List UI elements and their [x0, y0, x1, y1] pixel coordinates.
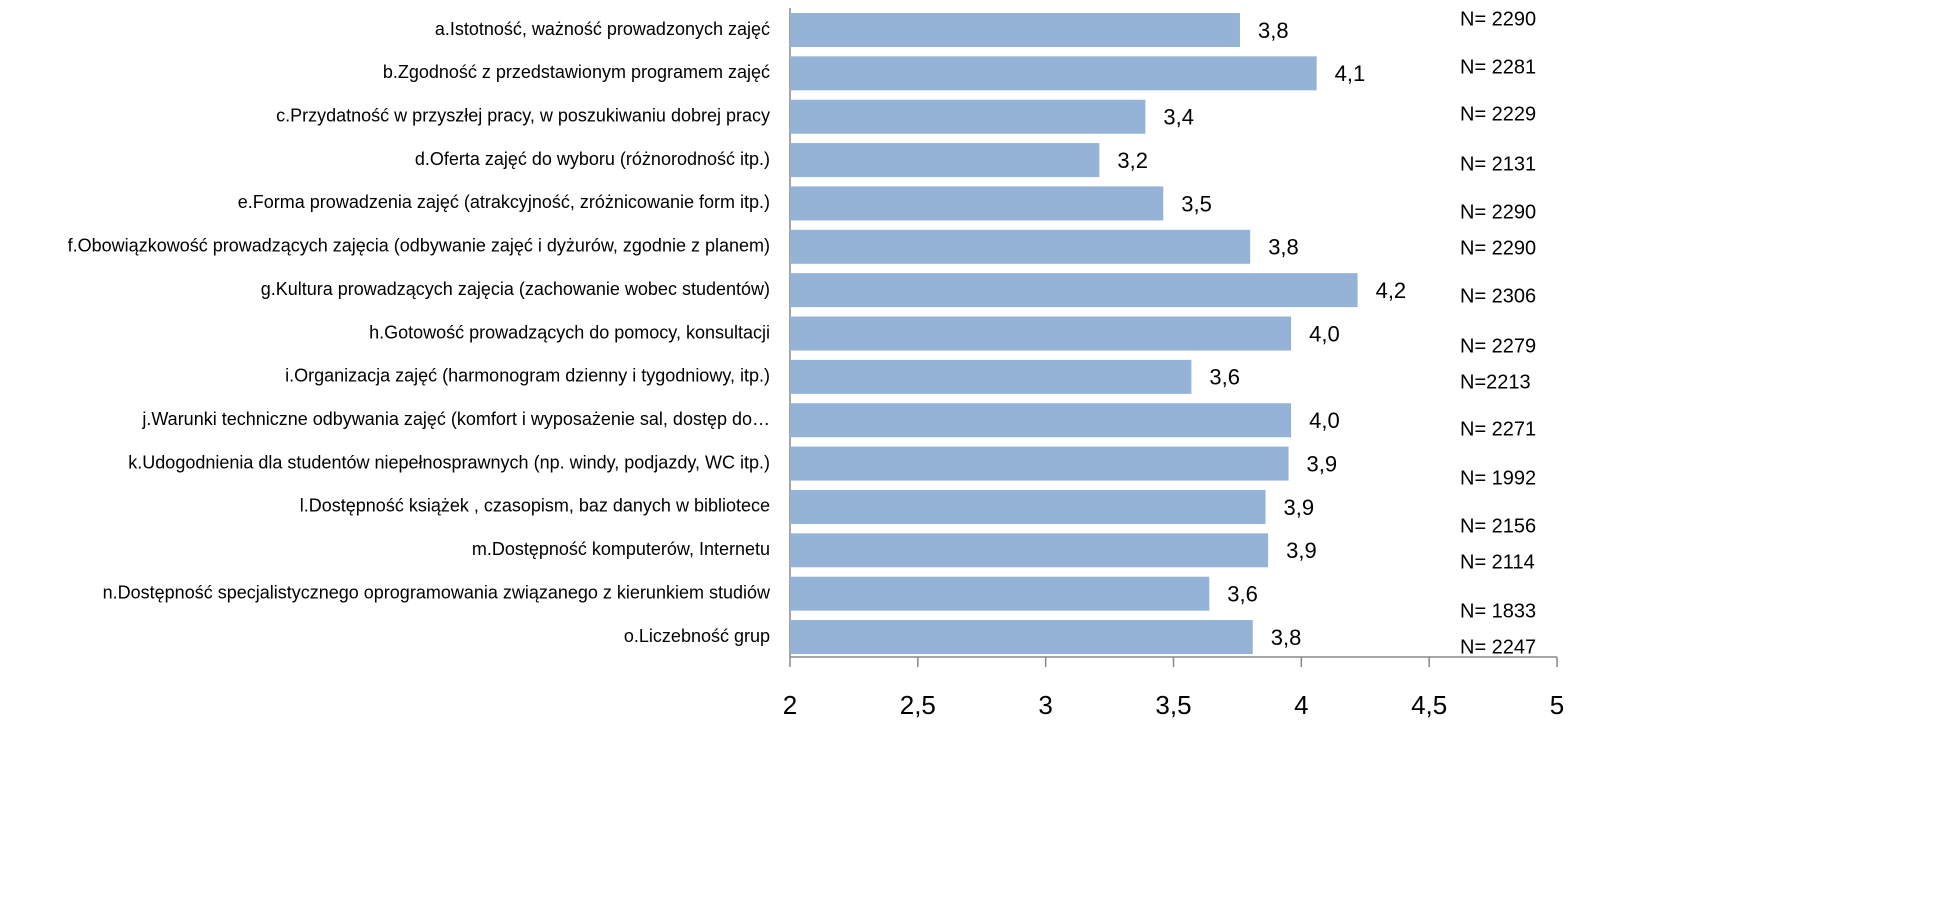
- x-tick-label: 2,5: [900, 690, 936, 720]
- bar: [790, 13, 1240, 47]
- n-label: N= 2131: [1460, 153, 1536, 175]
- category-label: f.Obowiązkowość prowadzących zajęcia (od…: [68, 236, 770, 256]
- category-label: d.Oferta zajęć do wyboru (różnorodność i…: [415, 149, 770, 169]
- n-label: N= 2114: [1460, 551, 1535, 573]
- x-tick-label: 4,5: [1411, 690, 1447, 720]
- bar: [790, 359, 1192, 394]
- bar: [790, 273, 1358, 308]
- value-label: 3,8: [1271, 625, 1302, 650]
- category-label: c.Przydatność w przyszłej pracy, w poszu…: [276, 105, 770, 125]
- x-tick-label: 4: [1294, 690, 1308, 720]
- x-tick-label: 2: [783, 690, 797, 720]
- n-label: N= 1833: [1460, 600, 1536, 622]
- bar: [790, 533, 1269, 568]
- n-label: N= 2229: [1460, 103, 1536, 125]
- value-label: 3,9: [1307, 451, 1338, 476]
- bar: [790, 489, 1266, 524]
- category-label: k.Udogodnienia dla studentów niepełnospr…: [128, 452, 770, 472]
- category-label: e.Forma prowadzenia zajęć (atrakcyjność,…: [238, 192, 770, 212]
- bar: [790, 403, 1292, 438]
- value-label: 3,2: [1117, 148, 1148, 173]
- n-label: N= 2306: [1460, 285, 1536, 307]
- bar: [790, 316, 1292, 351]
- n-label: N= 2290: [1460, 8, 1536, 30]
- value-label: 3,8: [1268, 235, 1299, 260]
- n-label: N= 2271: [1460, 418, 1536, 440]
- n-label: N= 2290: [1460, 201, 1536, 223]
- value-label: 3,4: [1163, 105, 1194, 130]
- n-label: N= 2279: [1460, 335, 1536, 357]
- value-label: 4,1: [1335, 61, 1366, 86]
- category-label: b.Zgodność z przedstawionym programem za…: [383, 62, 770, 82]
- value-label: 3,9: [1286, 538, 1317, 563]
- category-label: i.Organizacja zajęć (harmonogram dzienny…: [285, 366, 770, 386]
- n-label: N= 1992: [1460, 467, 1536, 489]
- x-tick-label: 3: [1038, 690, 1052, 720]
- value-label: 4,0: [1309, 408, 1340, 433]
- bar: [790, 229, 1251, 264]
- n-label: N= 2247: [1460, 636, 1536, 658]
- bar: [790, 620, 1253, 655]
- category-label: g.Kultura prowadzących zajęcia (zachowan…: [261, 279, 770, 299]
- x-tick-label: 5: [1550, 690, 1564, 720]
- n-label: N= 2290: [1460, 237, 1536, 259]
- value-label: 4,0: [1309, 321, 1340, 346]
- bar: [790, 576, 1210, 611]
- x-tick-label: 3,5: [1155, 690, 1191, 720]
- n-label: N= 2156: [1460, 515, 1536, 537]
- category-label: l.Dostępność książek , czasopism, baz da…: [300, 496, 770, 516]
- value-label: 3,6: [1227, 581, 1258, 606]
- category-label: m.Dostępność komputerów, Internetu: [472, 539, 770, 559]
- value-label: 3,9: [1284, 495, 1315, 520]
- n-label: N=2213: [1460, 371, 1531, 393]
- category-label: n.Dostępność specjalistycznego oprogramo…: [103, 582, 771, 602]
- bar: [790, 99, 1146, 134]
- value-label: 3,5: [1181, 191, 1212, 216]
- value-label: 4,2: [1376, 278, 1407, 303]
- category-label: o.Liczebność grup: [624, 626, 770, 646]
- category-label: h.Gotowość prowadzących do pomocy, konsu…: [369, 322, 770, 342]
- value-label: 3,8: [1258, 18, 1289, 43]
- category-label: a.Istotność, ważność prowadzonych zajęć: [435, 19, 770, 39]
- bar: [790, 56, 1317, 91]
- value-label: 3,6: [1209, 365, 1240, 390]
- category-label: j.Warunki techniczne odbywania zajęć (ko…: [141, 409, 770, 429]
- bar: [790, 143, 1100, 178]
- bar: [790, 186, 1164, 221]
- n-label: N= 2281: [1460, 56, 1536, 78]
- bar: [790, 446, 1289, 481]
